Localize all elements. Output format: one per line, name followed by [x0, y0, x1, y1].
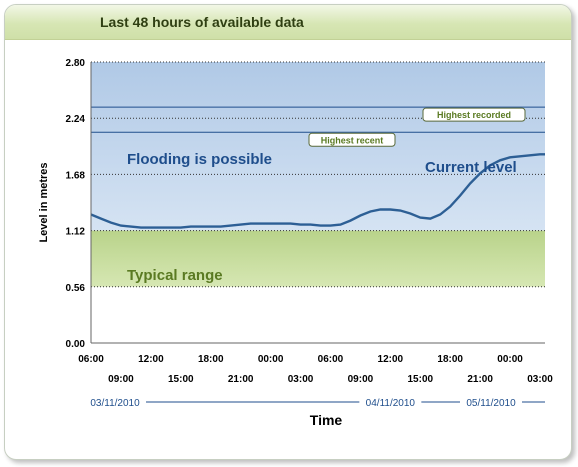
- y-tick-label: 2.24: [66, 114, 86, 125]
- reference-label-box: [308, 132, 396, 147]
- y-tick-label: 0.00: [66, 339, 86, 350]
- date-label: 05/11/2010: [466, 398, 516, 409]
- river-level-chart: Highest recorded Highest recent Flooding …: [38, 58, 553, 428]
- y-tick-labels: 0.00 0.56 1.12 1.68 2.24 2.80: [66, 58, 86, 350]
- chart-panel: Last 48 hours of available data Highest …: [4, 4, 572, 460]
- reference-lines: Highest recorded Highest recent: [91, 106, 545, 147]
- typical-range-zone: [91, 230, 545, 287]
- reference-label-box: [422, 107, 526, 122]
- y-tick-label: 2.80: [66, 58, 86, 69]
- x-tick-label: 06:00: [318, 354, 344, 365]
- x-tick-label: 12:00: [138, 354, 164, 365]
- y-tick-label: 1.68: [66, 170, 86, 181]
- x-tick-label: 09:00: [108, 374, 134, 385]
- x-tick-label: 21:00: [467, 374, 493, 385]
- y-tick-label: 1.12: [66, 227, 86, 238]
- x-tick-label: 18:00: [198, 354, 224, 365]
- y-axis-label: Level in metres: [38, 162, 50, 242]
- x-tick-label: 15:00: [407, 374, 433, 385]
- x-tick-label: 21:00: [228, 374, 254, 385]
- x-axis-label: Time: [310, 412, 343, 428]
- y-tick-label: 0.56: [66, 283, 86, 294]
- reference-label: Highest recorded: [437, 110, 511, 120]
- x-tick-label: 15:00: [168, 374, 194, 385]
- current-level-label: Current level: [425, 159, 517, 176]
- x-tick-label: 00:00: [497, 354, 523, 365]
- x-tick-label: 00:00: [258, 354, 284, 365]
- reference-label: Highest recent: [321, 135, 384, 145]
- title-bar: Last 48 hours of available data: [5, 5, 571, 40]
- x-tick-label: 18:00: [437, 354, 463, 365]
- axes: [90, 62, 545, 344]
- flood-zone-label: Flooding is possible: [127, 151, 272, 168]
- x-tick-labels: 06:00 12:00 18:00 00:00 06:00 12:00 18:00 00:00…: [78, 354, 553, 385]
- below-typical-zone: [91, 286, 545, 343]
- x-tick-label: 12:00: [378, 354, 404, 365]
- x-tick-label: 09:00: [348, 374, 374, 385]
- current-level-line: [90, 153, 545, 229]
- x-tick-label: 06:00: [78, 354, 104, 365]
- x-tick-label: 03:00: [288, 374, 314, 385]
- date-labels: 03/11/2010 04/11/2010 05/11/2010: [90, 398, 545, 409]
- x-tick-label: 03:00: [527, 374, 553, 385]
- date-label: 04/11/2010: [366, 398, 416, 409]
- date-label: 03/11/2010: [90, 398, 140, 409]
- chart-title: Last 48 hours of available data: [100, 14, 304, 30]
- typical-range-label: Typical range: [127, 267, 223, 284]
